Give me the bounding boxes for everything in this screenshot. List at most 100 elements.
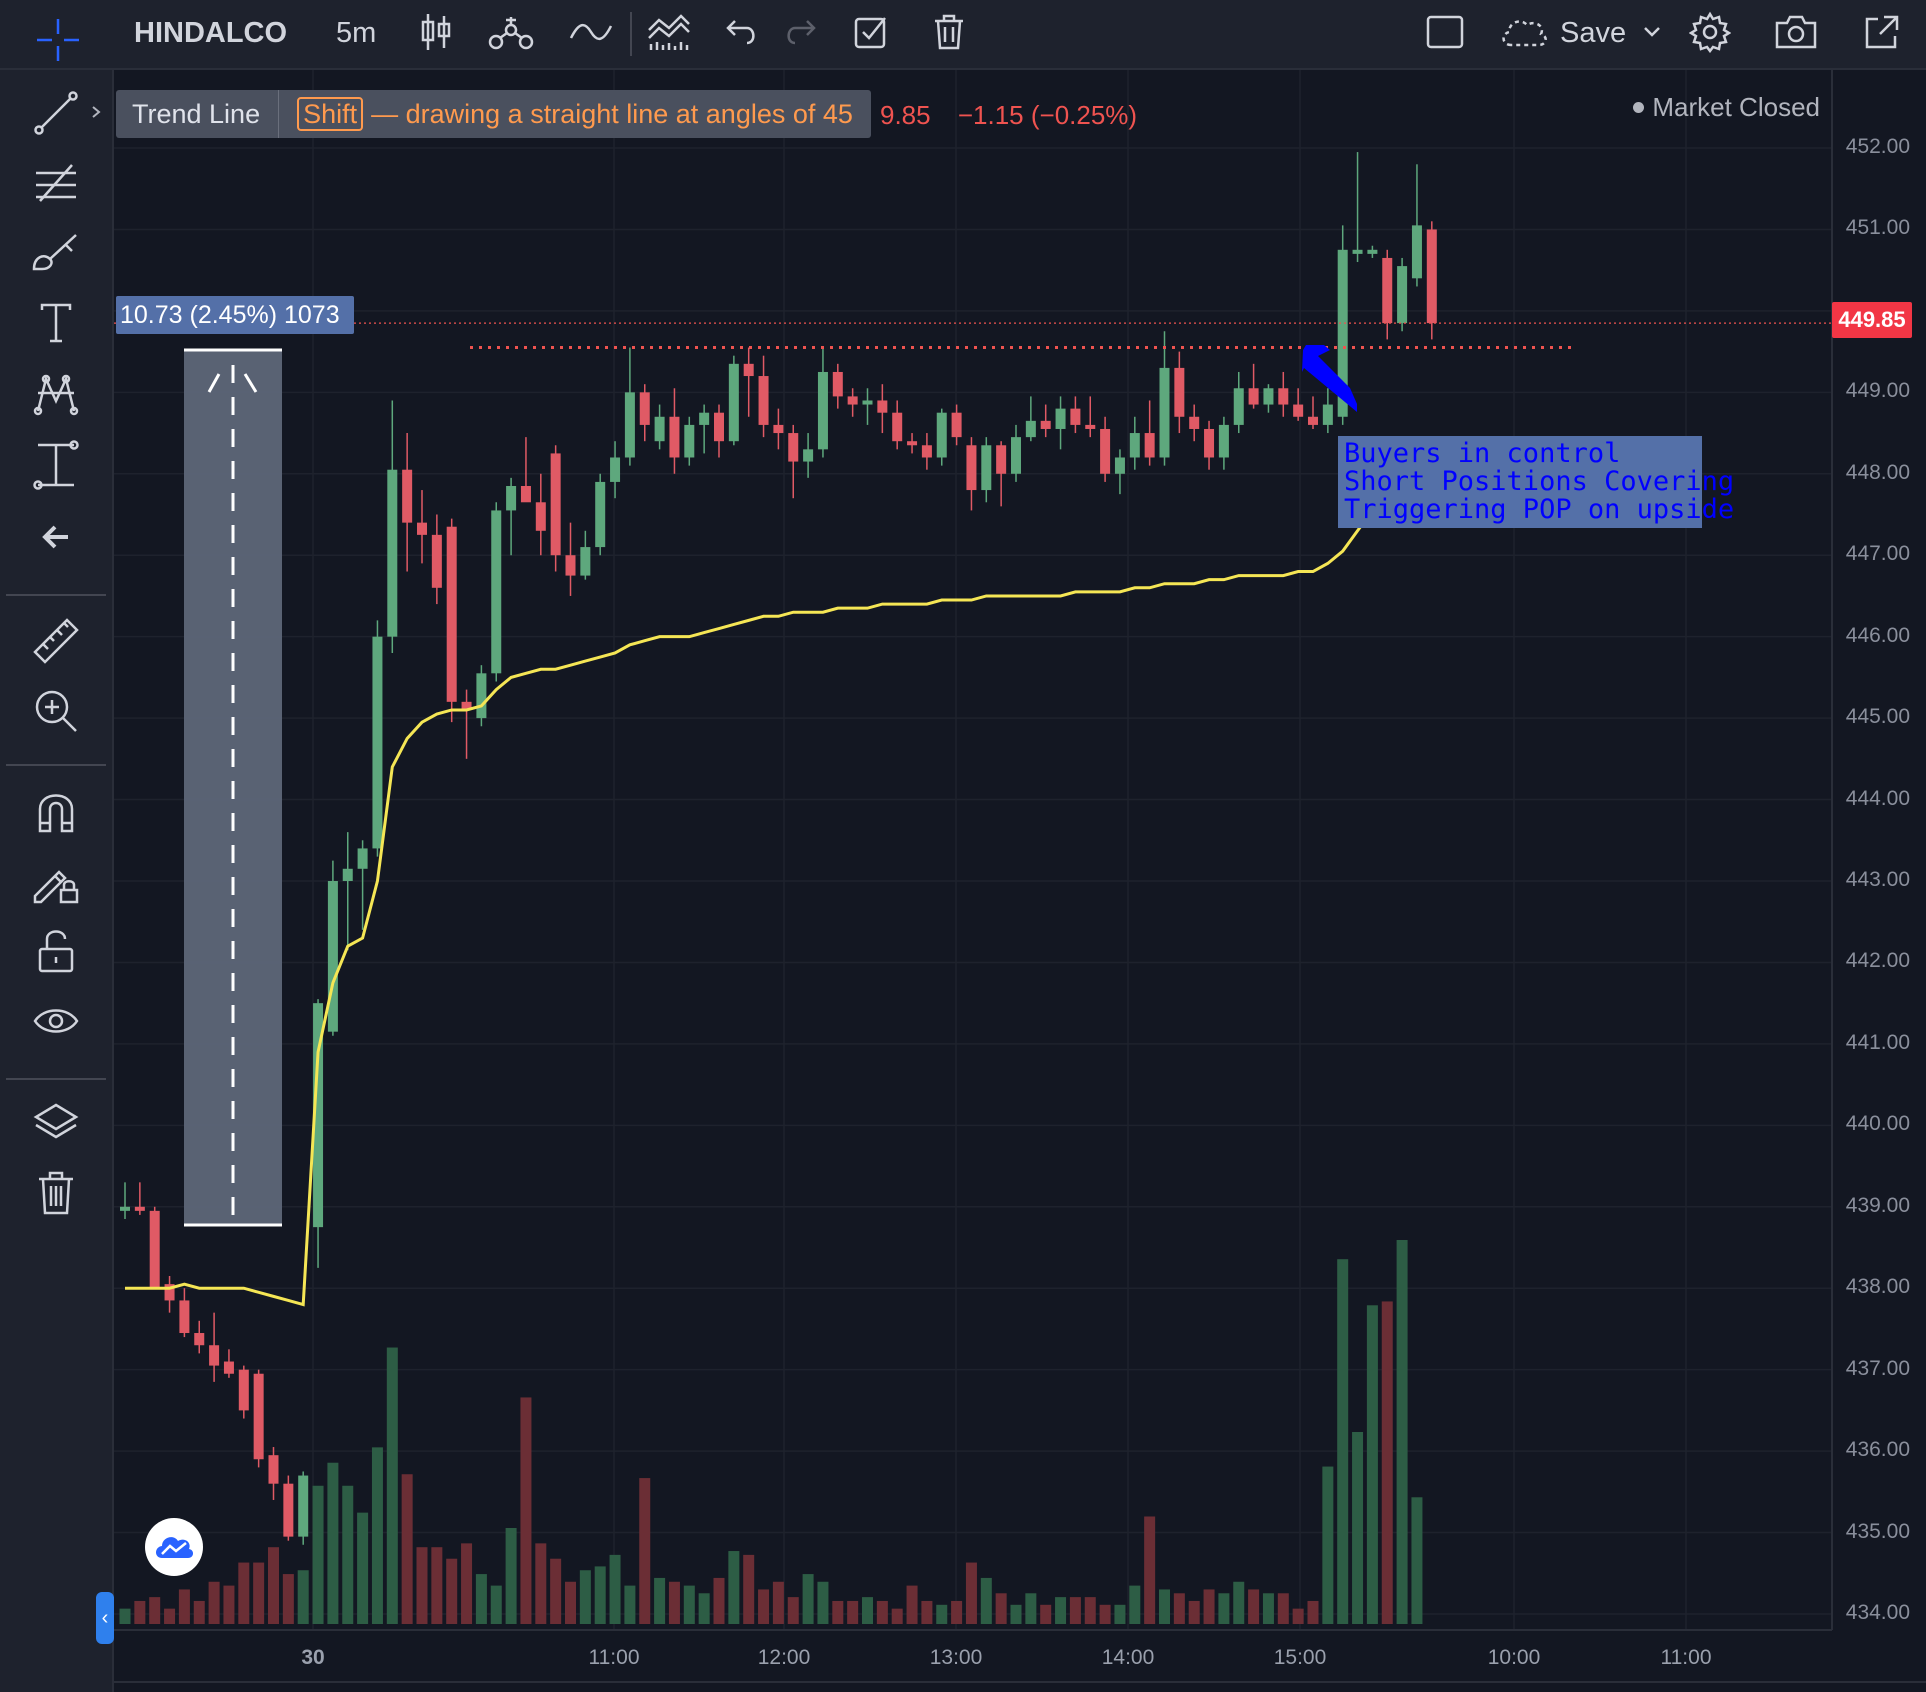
volume-bar <box>758 1589 770 1624</box>
candle-body <box>624 392 635 458</box>
fullscreen-icon[interactable] <box>1858 8 1906 56</box>
chart-area[interactable]: 452.00 451.00 449.00 448.00 447.00 446.00 445.… <box>114 70 1926 1692</box>
volume-bar <box>1277 1593 1289 1624</box>
price-chart[interactable] <box>114 70 1926 1692</box>
ruler-icon[interactable] <box>20 612 92 670</box>
magnet-icon[interactable] <box>20 782 92 840</box>
volume-bar <box>490 1585 502 1624</box>
volume-bar <box>594 1566 606 1624</box>
candle-body <box>179 1300 190 1334</box>
volume-bar <box>401 1474 413 1624</box>
collapse-panel-button[interactable]: ‹ <box>96 1592 114 1644</box>
toolbar-separator <box>630 12 632 56</box>
volume-bar <box>1307 1600 1319 1624</box>
candle-body <box>253 1373 264 1460</box>
unlock-icon[interactable] <box>20 922 92 980</box>
volume-bar <box>297 1570 309 1624</box>
price-axis-label: 435.00 <box>1845 1519 1910 1543</box>
measure-label: 10.73 (2.45%) 1073 <box>116 296 354 334</box>
candle-body <box>283 1483 294 1537</box>
eye-icon[interactable] <box>20 992 92 1050</box>
volume-bar <box>238 1562 250 1624</box>
candle-body <box>595 481 606 548</box>
volume-bar <box>832 1600 844 1624</box>
chevron-down-icon[interactable] <box>1640 20 1664 44</box>
settings-icon[interactable] <box>1686 8 1734 56</box>
trend-line-icon[interactable] <box>20 84 92 142</box>
save-button[interactable]: Save <box>1560 16 1627 49</box>
fib-icon[interactable] <box>20 154 92 212</box>
templates-icon[interactable] <box>646 8 692 56</box>
volume-bar <box>1352 1432 1364 1624</box>
candle-body <box>120 1206 130 1211</box>
trash-icon[interactable] <box>928 8 970 56</box>
checklist-icon[interactable] <box>850 8 892 56</box>
candle-body <box>862 400 873 405</box>
redo-icon[interactable] <box>780 8 820 56</box>
symbol-search-button[interactable]: HINDALCO <box>134 16 288 49</box>
candle-body <box>877 400 888 413</box>
volume-bar <box>980 1577 992 1624</box>
candle-body <box>1040 420 1051 429</box>
cloud-icon[interactable] <box>1498 8 1550 56</box>
crosshair-icon[interactable] <box>28 10 88 70</box>
undo-icon[interactable] <box>722 8 762 56</box>
volume-bar <box>1337 1259 1349 1624</box>
volume-bar <box>683 1585 695 1624</box>
candle-body <box>1218 424 1229 458</box>
volume-bar <box>164 1608 176 1624</box>
lock-drawing-icon[interactable] <box>20 852 92 910</box>
text-icon[interactable] <box>20 294 92 352</box>
market-status: Market Closed <box>1633 92 1820 123</box>
candle-body <box>758 376 769 425</box>
indicators-icon[interactable] <box>484 8 538 56</box>
pattern-icon[interactable] <box>20 366 92 424</box>
candle-body <box>639 392 650 425</box>
volume-bar <box>1203 1589 1215 1624</box>
tradingview-logo-icon[interactable] <box>145 1518 203 1576</box>
zoom-icon[interactable] <box>20 682 92 740</box>
volume-bar <box>1144 1516 1156 1624</box>
candle-body <box>669 416 680 458</box>
volume-bar <box>1262 1593 1274 1624</box>
price-axis[interactable]: 452.00 451.00 449.00 448.00 447.00 446.00 445.… <box>1832 70 1926 1630</box>
volume-bar <box>609 1554 621 1624</box>
layers-icon[interactable] <box>20 1094 92 1152</box>
camera-icon[interactable] <box>1772 8 1820 56</box>
chevron-right-icon[interactable] <box>88 102 104 122</box>
annotation-note[interactable]: Buyers in control Short Positions Coveri… <box>1338 436 1734 528</box>
annotation-line: Buyers in control <box>1344 438 1621 469</box>
candle-body <box>773 424 784 434</box>
last-price-tag: 449.85 <box>1832 302 1912 338</box>
candle-body <box>1352 249 1363 254</box>
price-axis-label: 445.00 <box>1845 705 1910 729</box>
toolbar-separator <box>6 594 106 596</box>
candle-body <box>550 453 561 556</box>
compare-icon[interactable] <box>568 8 614 56</box>
volume-bar <box>446 1558 458 1624</box>
candle-body <box>417 522 427 535</box>
candle-body <box>327 881 338 1032</box>
candle-body <box>387 469 398 637</box>
volume-bar <box>951 1600 963 1624</box>
tooltip-tool-name: Trend Line <box>116 90 280 138</box>
volume-bar <box>223 1585 235 1624</box>
brush-icon[interactable] <box>20 224 92 282</box>
prediction-icon[interactable] <box>20 436 92 494</box>
candle-body <box>966 445 977 491</box>
volume-bar <box>431 1547 443 1624</box>
candle-body <box>907 441 918 446</box>
delete-drawings-icon[interactable] <box>20 1164 92 1222</box>
back-arrow-icon[interactable] <box>20 508 92 566</box>
volume-bar <box>906 1585 918 1624</box>
layout-icon[interactable] <box>1422 8 1468 56</box>
candle-body <box>298 1475 309 1537</box>
candles-icon[interactable] <box>414 8 458 56</box>
arrow-icon <box>1302 345 1357 412</box>
candle-body <box>446 526 457 702</box>
candle-body <box>461 701 472 710</box>
interval-button[interactable]: 5m <box>336 16 377 49</box>
candle-body <box>951 412 962 438</box>
ohlc-legend: 9.85 −1.15 (−0.25%) <box>880 100 1137 131</box>
candle-body <box>996 445 1007 474</box>
